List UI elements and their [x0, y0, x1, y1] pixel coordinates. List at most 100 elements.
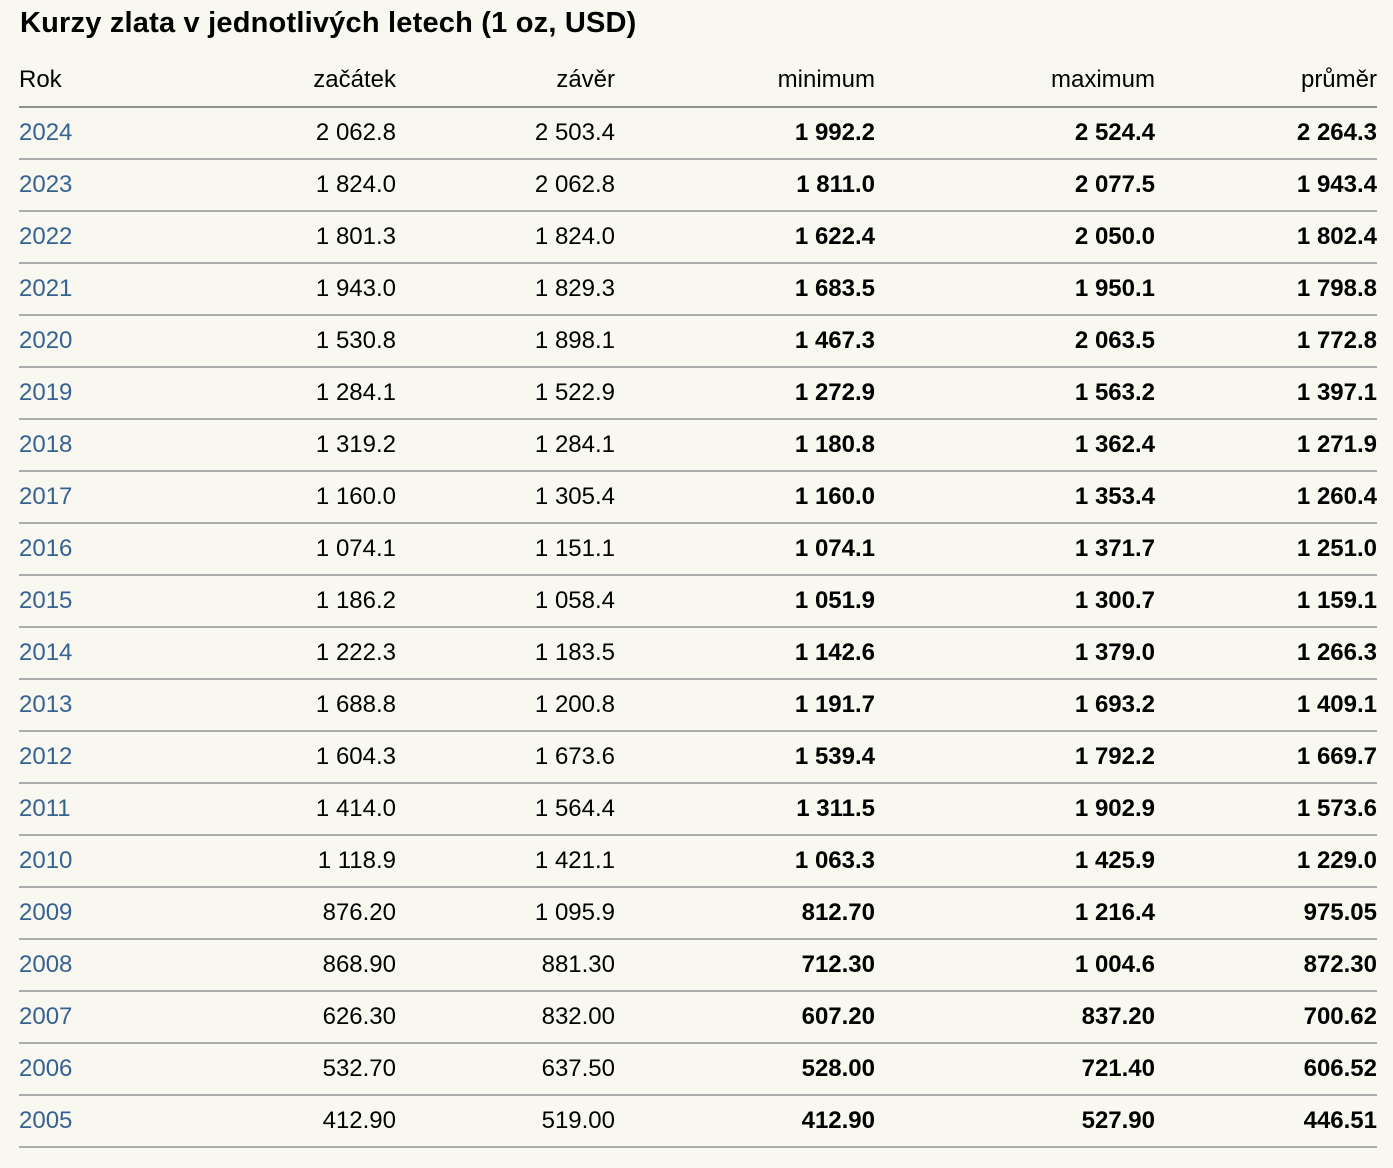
year-link[interactable]: 2012	[19, 743, 73, 770]
prumer-cell: 700.62	[1155, 991, 1377, 1044]
prumer-cell: 1 669.7	[1155, 731, 1377, 784]
zaver-cell: 2 062.8	[396, 159, 615, 212]
year-link[interactable]: 2015	[19, 587, 73, 614]
year-link[interactable]: 2016	[19, 535, 73, 562]
table-row: 2008 868.90 881.30 712.30 1 004.6 872.30	[19, 939, 1377, 992]
year-cell: 2010	[19, 835, 199, 888]
year-cell: 2005	[19, 1095, 199, 1148]
minimum-cell: 1 142.6	[615, 627, 875, 680]
zacatek-cell: 1 824.0	[199, 159, 396, 212]
prumer-cell: 975.05	[1155, 887, 1377, 940]
table-row: 2023 1 824.0 2 062.8 1 811.0 2 077.5 1 943.4	[19, 159, 1377, 212]
year-link[interactable]: 2023	[19, 171, 73, 198]
year-link[interactable]: 2010	[19, 847, 73, 874]
maximum-cell: 1 425.9	[875, 835, 1155, 888]
year-link[interactable]: 2007	[19, 1003, 73, 1030]
zacatek-cell: 626.30	[199, 991, 396, 1044]
year-link[interactable]: 2018	[19, 431, 73, 458]
minimum-cell: 1 539.4	[615, 731, 875, 784]
year-cell: 2019	[19, 367, 199, 420]
table-row: 2021 1 943.0 1 829.3 1 683.5 1 950.1 1 798.8	[19, 263, 1377, 316]
maximum-cell: 837.20	[875, 991, 1155, 1044]
year-link[interactable]: 2011	[19, 795, 71, 822]
year-link[interactable]: 2014	[19, 639, 73, 666]
minimum-cell: 1 811.0	[615, 159, 875, 212]
maximum-cell: 1 379.0	[875, 627, 1155, 680]
maximum-cell: 1 950.1	[875, 263, 1155, 316]
year-link[interactable]: 2020	[19, 327, 73, 354]
column-header-prumer: průměr	[1155, 42, 1377, 108]
year-cell: 2015	[19, 575, 199, 628]
year-link[interactable]: 2021	[19, 275, 73, 302]
table-row: 2022 1 801.3 1 824.0 1 622.4 2 050.0 1 802.4	[19, 211, 1377, 264]
gold-rates-table: Rok začátek závěr minimum maximum průměr…	[19, 42, 1377, 1148]
maximum-cell: 527.90	[875, 1095, 1155, 1148]
minimum-cell: 1 074.1	[615, 523, 875, 576]
year-link[interactable]: 2013	[19, 691, 73, 718]
maximum-cell: 2 524.4	[875, 107, 1155, 160]
year-cell: 2020	[19, 315, 199, 368]
minimum-cell: 1 063.3	[615, 835, 875, 888]
year-link[interactable]: 2008	[19, 951, 73, 978]
minimum-cell: 712.30	[615, 939, 875, 992]
zaver-cell: 1 284.1	[396, 419, 615, 472]
zacatek-cell: 2 062.8	[199, 107, 396, 160]
year-cell: 2013	[19, 679, 199, 732]
year-cell: 2006	[19, 1043, 199, 1096]
table-row: 2018 1 319.2 1 284.1 1 180.8 1 362.4 1 271.9	[19, 419, 1377, 472]
year-cell: 2011	[19, 783, 199, 836]
prumer-cell: 1 266.3	[1155, 627, 1377, 680]
zaver-cell: 1 151.1	[396, 523, 615, 576]
prumer-cell: 1 802.4	[1155, 211, 1377, 264]
prumer-cell: 1 798.8	[1155, 263, 1377, 316]
maximum-cell: 2 050.0	[875, 211, 1155, 264]
zacatek-cell: 1 414.0	[199, 783, 396, 836]
prumer-cell: 2 264.3	[1155, 107, 1377, 160]
prumer-cell: 446.51	[1155, 1095, 1377, 1148]
column-header-maximum: maximum	[875, 42, 1155, 108]
table-row: 2019 1 284.1 1 522.9 1 272.9 1 563.2 1 397.1	[19, 367, 1377, 420]
maximum-cell: 1 902.9	[875, 783, 1155, 836]
minimum-cell: 1 992.2	[615, 107, 875, 160]
zaver-cell: 881.30	[396, 939, 615, 992]
zacatek-cell: 1 222.3	[199, 627, 396, 680]
table-row: 2017 1 160.0 1 305.4 1 160.0 1 353.4 1 260.4	[19, 471, 1377, 524]
year-cell: 2007	[19, 991, 199, 1044]
table-row: 2013 1 688.8 1 200.8 1 191.7 1 693.2 1 409.1	[19, 679, 1377, 732]
table-row: 2024 2 062.8 2 503.4 1 992.2 2 524.4 2 264.3	[19, 107, 1377, 160]
prumer-cell: 1 397.1	[1155, 367, 1377, 420]
prumer-cell: 1 772.8	[1155, 315, 1377, 368]
year-link[interactable]: 2005	[19, 1107, 73, 1134]
zaver-cell: 1 898.1	[396, 315, 615, 368]
maximum-cell: 1 792.2	[875, 731, 1155, 784]
year-link[interactable]: 2009	[19, 899, 73, 926]
minimum-cell: 1 272.9	[615, 367, 875, 420]
year-link[interactable]: 2006	[19, 1055, 73, 1082]
year-link[interactable]: 2022	[19, 223, 73, 250]
minimum-cell: 528.00	[615, 1043, 875, 1096]
year-cell: 2018	[19, 419, 199, 472]
zacatek-cell: 1 186.2	[199, 575, 396, 628]
zaver-cell: 1 183.5	[396, 627, 615, 680]
zacatek-cell: 1 801.3	[199, 211, 396, 264]
year-link[interactable]: 2024	[19, 119, 73, 146]
table-row: 2006 532.70 637.50 528.00 721.40 606.52	[19, 1043, 1377, 1096]
year-link[interactable]: 2019	[19, 379, 73, 406]
table-row: 2005 412.90 519.00 412.90 527.90 446.51	[19, 1095, 1377, 1148]
minimum-cell: 812.70	[615, 887, 875, 940]
year-link[interactable]: 2017	[19, 483, 73, 510]
prumer-cell: 1 409.1	[1155, 679, 1377, 732]
minimum-cell: 1 311.5	[615, 783, 875, 836]
minimum-cell: 1 622.4	[615, 211, 875, 264]
maximum-cell: 1 216.4	[875, 887, 1155, 940]
year-cell: 2016	[19, 523, 199, 576]
maximum-cell: 1 563.2	[875, 367, 1155, 420]
zacatek-cell: 1 943.0	[199, 263, 396, 316]
maximum-cell: 721.40	[875, 1043, 1155, 1096]
table-row: 2014 1 222.3 1 183.5 1 142.6 1 379.0 1 266.3	[19, 627, 1377, 680]
zaver-cell: 637.50	[396, 1043, 615, 1096]
maximum-cell: 1 371.7	[875, 523, 1155, 576]
table-header-row: Rok začátek závěr minimum maximum průměr	[19, 42, 1377, 108]
zaver-cell: 1 564.4	[396, 783, 615, 836]
